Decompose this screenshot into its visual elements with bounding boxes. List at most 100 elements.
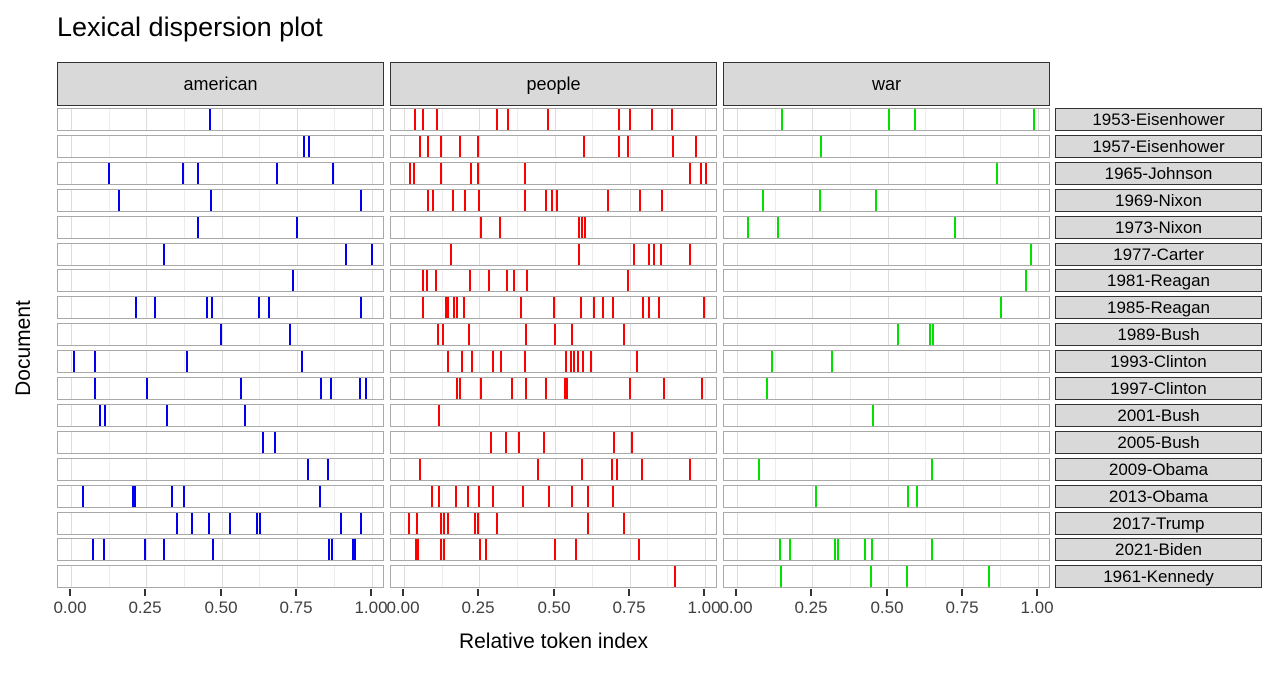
row-label: 1953-Eisenhower xyxy=(1092,109,1225,129)
dispersion-mark xyxy=(197,163,199,184)
dispersion-mark xyxy=(360,190,362,211)
gridline xyxy=(372,109,373,130)
row-label: 2001-Bush xyxy=(1117,405,1200,425)
x-axis-tick-label: 0.50 xyxy=(537,598,571,617)
gridline xyxy=(775,566,776,587)
gridline xyxy=(1038,432,1039,453)
dispersion-mark xyxy=(581,217,583,238)
row-label: 1977-Carter xyxy=(1113,244,1204,264)
gridline xyxy=(297,244,298,265)
gridline xyxy=(297,486,298,507)
gridline xyxy=(850,378,851,399)
dispersion-mark xyxy=(988,566,990,587)
gridline xyxy=(705,244,706,265)
gridline xyxy=(925,566,926,587)
gridline xyxy=(812,244,813,265)
dispersion-mark xyxy=(209,109,211,130)
gridline xyxy=(404,270,405,291)
dispersion-mark xyxy=(108,163,110,184)
gridline xyxy=(334,513,335,534)
gridline xyxy=(737,539,738,560)
dispersion-mark xyxy=(468,324,470,345)
panel-band xyxy=(723,565,1050,588)
gridline xyxy=(888,432,889,453)
dispersion-mark xyxy=(613,432,615,453)
dispersion-mark xyxy=(94,378,96,399)
panel-band xyxy=(390,512,717,535)
gridline xyxy=(222,217,223,238)
gridline xyxy=(517,136,518,157)
gridline xyxy=(705,432,706,453)
gridline xyxy=(109,190,110,211)
gridline xyxy=(71,163,72,184)
dispersion-mark xyxy=(906,566,908,587)
gridline xyxy=(630,190,631,211)
dispersion-mark xyxy=(371,244,373,265)
row-label-strip: 1973-Nixon xyxy=(1055,216,1262,239)
gridline xyxy=(334,244,335,265)
dispersion-mark xyxy=(296,217,298,238)
dispersion-mark xyxy=(543,432,545,453)
gridline xyxy=(1038,190,1039,211)
panel-band xyxy=(723,162,1050,185)
gridline xyxy=(334,136,335,157)
dispersion-mark xyxy=(518,432,520,453)
gridline xyxy=(630,351,631,372)
gridline xyxy=(404,459,405,480)
dispersion-mark xyxy=(545,190,547,211)
dispersion-mark xyxy=(417,539,419,560)
dispersion-mark xyxy=(584,217,586,238)
dispersion-mark xyxy=(602,297,604,318)
gridline xyxy=(109,513,110,534)
dispersion-mark xyxy=(627,270,629,291)
dispersion-mark xyxy=(442,324,444,345)
gridline xyxy=(888,217,889,238)
x-axis-tick xyxy=(144,589,146,596)
gridline xyxy=(705,270,706,291)
gridline xyxy=(334,109,335,130)
gridline xyxy=(334,432,335,453)
row-label-strip: 2017-Trump xyxy=(1055,512,1262,535)
gridline xyxy=(925,136,926,157)
dispersion-mark xyxy=(244,405,246,426)
gridline xyxy=(925,459,926,480)
panel-band xyxy=(390,216,717,239)
gridline xyxy=(479,244,480,265)
gridline xyxy=(555,109,556,130)
dispersion-mark xyxy=(932,324,934,345)
gridline xyxy=(222,432,223,453)
gridline xyxy=(184,244,185,265)
gridline xyxy=(592,539,593,560)
row-label-strip: 2009-Obama xyxy=(1055,458,1262,481)
dispersion-mark xyxy=(104,405,106,426)
gridline xyxy=(850,109,851,130)
x-axis-tick xyxy=(69,589,71,596)
gridline xyxy=(888,270,889,291)
gridline xyxy=(1000,217,1001,238)
gridline xyxy=(592,432,593,453)
gridline xyxy=(1000,566,1001,587)
gridline xyxy=(1038,297,1039,318)
gridline xyxy=(737,405,738,426)
dispersion-mark xyxy=(612,297,614,318)
gridline xyxy=(442,109,443,130)
gridline xyxy=(925,351,926,372)
x-axis-tick-label: 0.50 xyxy=(870,598,904,617)
dispersion-mark xyxy=(633,244,635,265)
dispersion-mark xyxy=(907,486,909,507)
gridline xyxy=(222,405,223,426)
gridline xyxy=(850,459,851,480)
dispersion-mark xyxy=(556,190,558,211)
gridline xyxy=(297,539,298,560)
gridline xyxy=(812,405,813,426)
dispersion-mark xyxy=(365,378,367,399)
dispersion-mark xyxy=(450,244,452,265)
x-axis-tick-label: 0.25 xyxy=(461,598,495,617)
dispersion-mark xyxy=(593,297,595,318)
gridline xyxy=(812,351,813,372)
x-axis-tick-label: 0.00 xyxy=(53,598,87,617)
gridline xyxy=(1038,136,1039,157)
dispersion-mark xyxy=(197,217,199,238)
dispersion-mark xyxy=(819,190,821,211)
dispersion-mark xyxy=(276,163,278,184)
